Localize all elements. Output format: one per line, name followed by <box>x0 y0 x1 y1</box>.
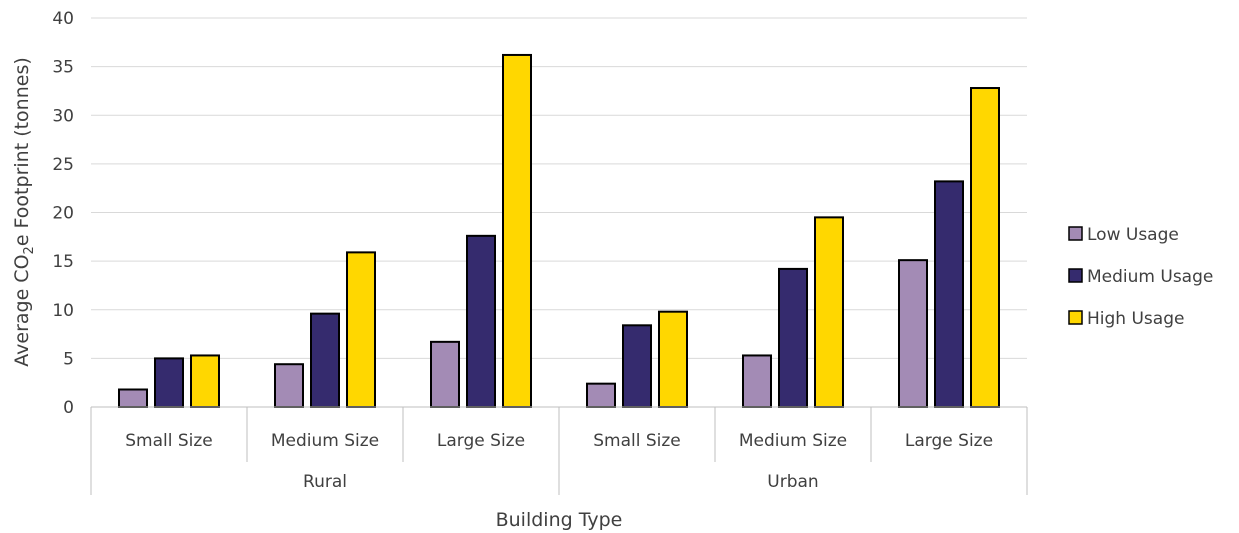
bar <box>310 312 340 409</box>
bar <box>346 251 376 408</box>
bar <box>502 53 532 409</box>
bar <box>154 357 184 408</box>
x-group-label: Urban <box>767 472 818 492</box>
x-group-label: Rural <box>303 472 347 492</box>
bar <box>586 382 616 409</box>
legend-item: Low Usage <box>1068 225 1179 245</box>
bar <box>970 87 1000 409</box>
legend-item: High Usage <box>1068 309 1184 329</box>
y-tick-label: 15 <box>52 252 74 272</box>
x-category-label: Medium Size <box>271 431 379 451</box>
y-tick-label: 5 <box>63 349 74 369</box>
bar <box>934 180 964 408</box>
bar <box>778 267 808 408</box>
legend-item: Medium Usage <box>1068 267 1213 287</box>
x-category-label: Small Size <box>125 431 213 451</box>
bar <box>898 259 928 408</box>
bar <box>622 324 652 408</box>
x-category-label: Small Size <box>593 431 681 451</box>
y-axis-title-suffix: e Footprint (tonnes) <box>11 57 33 246</box>
bars <box>118 53 1000 409</box>
y-tick-label: 10 <box>52 301 74 321</box>
legend-label: Low Usage <box>1087 225 1179 245</box>
bar <box>742 354 772 408</box>
y-axis-title: Average CO2e Footprint (tonnes) <box>11 57 37 367</box>
legend-swatch <box>1068 310 1083 325</box>
x-axis-title: Building Type <box>496 509 623 531</box>
y-tick-label: 30 <box>52 106 74 126</box>
bar <box>190 354 220 408</box>
x-category-label: Large Size <box>437 431 525 451</box>
bar <box>118 388 148 408</box>
legend: Low Usage Medium Usage High Usage <box>1068 225 1213 329</box>
x-category-label: Large Size <box>905 431 993 451</box>
gridlines <box>91 17 1027 359</box>
y-tick-label: 0 <box>63 398 74 418</box>
bar <box>466 234 496 408</box>
x-category-label: Medium Size <box>739 431 847 451</box>
bar <box>430 340 460 408</box>
y-tick-label: 40 <box>52 9 74 29</box>
y-tick-label: 35 <box>52 58 74 78</box>
bar <box>658 310 688 409</box>
x-axis: Small Size Medium Size Large Size Rural Smal… <box>90 406 1028 495</box>
legend-swatch <box>1068 268 1083 283</box>
bar <box>814 216 844 408</box>
y-axis-ticks: 0 5 10 15 20 25 30 35 40 <box>52 9 74 418</box>
y-axis-title-subscript: 2 <box>22 246 37 254</box>
y-tick-label: 20 <box>52 204 74 224</box>
y-axis-title-prefix: Average CO <box>11 254 33 366</box>
legend-swatch <box>1068 226 1083 241</box>
bar <box>274 363 304 408</box>
legend-label: High Usage <box>1087 309 1184 329</box>
y-tick-label: 25 <box>52 155 74 175</box>
legend-label: Medium Usage <box>1087 267 1213 287</box>
